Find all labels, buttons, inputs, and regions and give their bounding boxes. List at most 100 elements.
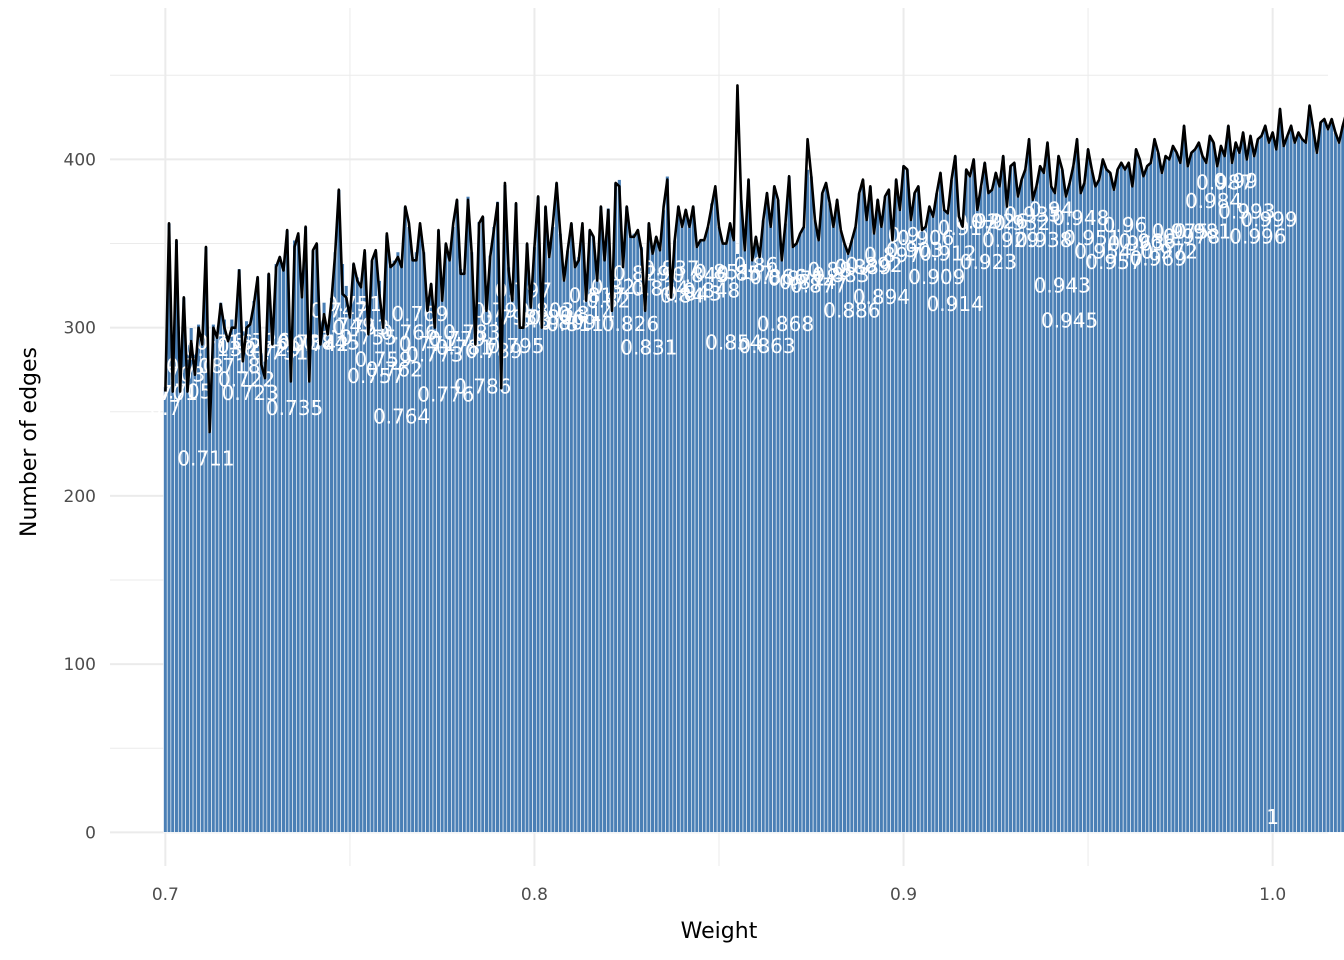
bar [1237,152,1242,833]
bar [1318,122,1323,833]
x-tick-label: 0.8 [521,885,548,905]
bar [960,226,965,833]
bar [1322,118,1327,833]
bar [595,276,600,833]
bars-layer [163,105,1344,833]
bar [1303,142,1308,833]
bar-value-label: 0.723 [222,381,279,405]
bar-value-label: 0.929 [982,228,1039,252]
bar-value-label: 0.745 [303,331,360,355]
bar [1041,172,1046,833]
bar-value-label: 0.795 [487,334,544,358]
bar-value-label: 0.945 [1041,309,1098,333]
bar-value-label: 0.857 [716,262,773,286]
bar [609,307,615,833]
bar [1004,206,1010,833]
bar-value-label: 0.966 [1119,230,1176,254]
bar [440,293,445,833]
bar-value-label: 0.877 [790,273,847,297]
bar [451,226,456,833]
bar-value-label: 0.954 [1074,240,1131,264]
bar-value-label: 0.84 [660,283,705,307]
bar-value-label: 0.889 [834,255,891,279]
x-axis-title: Weight [681,919,758,944]
bar-value-label: 0.935 [1004,203,1061,227]
bar [1023,169,1028,833]
bar [1037,165,1043,833]
bar-value-label: 0.854 [705,331,762,355]
bar-value-label: 0.892 [845,253,902,277]
bar-value-label: 0.909 [908,265,965,289]
bar-value-label: 0.759 [354,347,411,371]
bar [919,229,925,833]
bar [679,226,685,833]
bar [1307,105,1312,833]
bar [192,352,198,833]
bar-value-label: 0.764 [373,405,430,429]
bar [871,233,877,833]
bar-value-label: 0.843 [665,282,722,306]
bar [1296,132,1301,833]
bar [336,189,341,833]
bar [1314,152,1320,833]
bar [1274,149,1279,833]
bar [528,300,533,833]
bar-value-label: 0.978 [1163,225,1220,249]
bar-value-label: 0.957 [1085,250,1142,274]
bar [1252,155,1257,833]
y-tick-label: 100 [64,655,96,675]
bar [849,239,855,833]
bar-value-labels: 0.70.7010.7030.7050.7080.7110.7130.7160.… [140,169,1297,829]
bar-value-label: 0.834 [631,277,688,301]
bar [1159,172,1165,833]
bar-value-label: 0.793 [480,305,537,329]
bar [1329,118,1334,833]
bar [1311,128,1316,833]
bar [572,260,578,833]
bar [1071,165,1076,833]
bar-value-label: 0.943 [1034,273,1091,297]
bar-value-label: 0.814 [557,302,614,326]
bar-value-label: 0.999 [1240,208,1297,232]
bar [716,226,722,833]
bar-value-label: 0.984 [1185,189,1242,213]
bar [986,192,991,833]
bar [403,206,408,833]
bar [200,340,205,833]
bar [1015,196,1021,833]
bar [1336,142,1342,833]
bar-value-label: 0.776 [417,383,474,407]
bar-value-label: 0.903 [886,238,943,262]
bar-value-label: 0.738 [277,331,334,355]
bar [1333,132,1338,833]
bar [934,192,939,833]
bar [602,256,607,833]
bar [325,330,330,833]
bar [705,226,711,833]
bar [1215,165,1220,833]
bar [547,256,552,833]
bar-value-label: 0.769 [391,302,448,326]
bar [1244,159,1249,833]
bar-value-label: 0.762 [366,357,423,381]
bar-value-label: 0.883 [812,263,869,287]
bar [672,239,677,833]
bar [347,313,353,833]
bar [259,352,264,833]
bar-value-label: 0.817 [569,283,626,307]
bar [454,199,460,833]
bar-value-label: 0.926 [971,209,1028,233]
bar [1325,128,1331,833]
bar [827,202,832,833]
bar [170,377,175,833]
bar [1093,186,1098,833]
bar [225,340,231,833]
bar [668,293,674,833]
bar-value-label: 0.806 [528,305,585,329]
bar [1292,142,1297,833]
bar-value-label: 0.705 [155,379,212,403]
bar-value-label: 0.711 [177,447,234,471]
bar-value-label: 0.972 [1141,240,1198,264]
bar [177,364,183,833]
bar-value-label: 0.831 [620,336,677,360]
